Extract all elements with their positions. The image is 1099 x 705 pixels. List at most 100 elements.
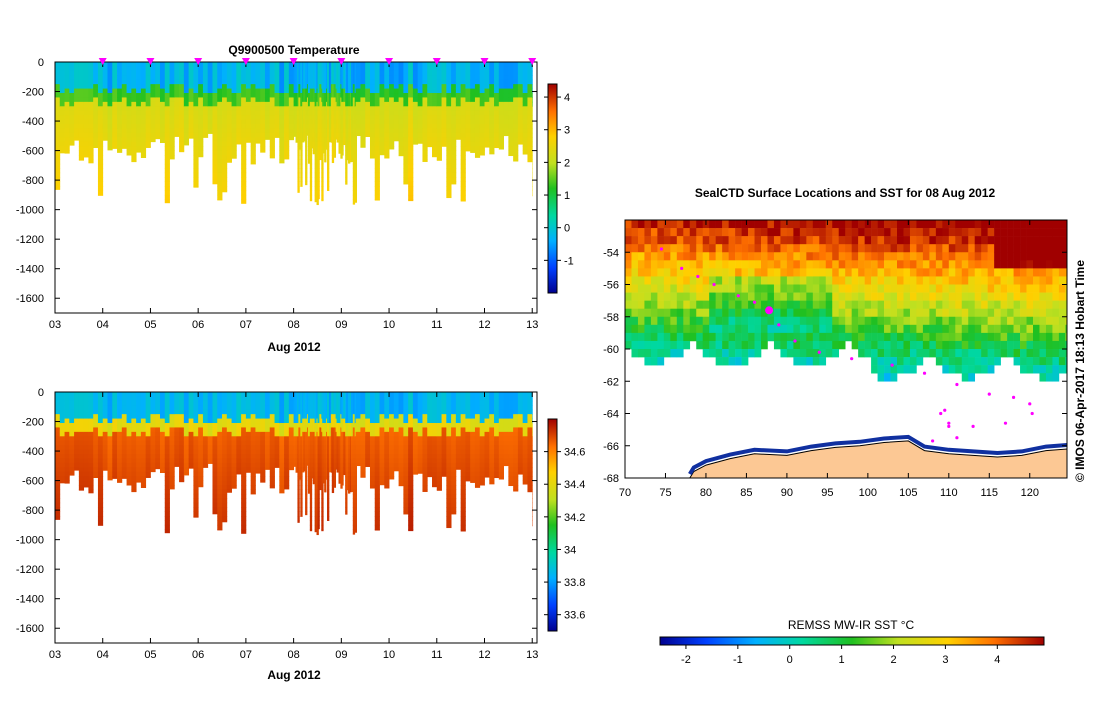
section-cell — [275, 441, 280, 446]
section-cell — [279, 62, 284, 67]
section-cell — [260, 71, 265, 76]
section-cell — [470, 62, 475, 67]
section-cell — [184, 445, 189, 450]
section-cell — [422, 128, 427, 133]
section-cell — [384, 128, 389, 133]
section-cell — [399, 137, 404, 142]
x-tick-label: 06 — [192, 319, 204, 331]
section-cell — [112, 427, 117, 432]
section-cell — [297, 164, 299, 169]
section-cell — [300, 177, 302, 182]
section-cell — [236, 414, 241, 419]
section-cell — [255, 405, 260, 410]
section-cell — [227, 155, 232, 160]
section-cell — [279, 423, 284, 428]
section-cell — [208, 414, 213, 419]
section-cell — [270, 458, 275, 463]
section-cell — [74, 467, 79, 470]
section-cell — [279, 133, 284, 138]
section-cell — [131, 102, 136, 107]
section-cell — [355, 476, 357, 481]
section-cell — [222, 463, 227, 468]
section-cell — [131, 93, 136, 98]
section-cell — [356, 120, 361, 125]
section-cell — [241, 164, 246, 169]
section-cell — [241, 516, 246, 521]
section-cell — [327, 512, 329, 517]
section-cell — [321, 199, 323, 201]
section-cell — [193, 151, 198, 156]
section-cell — [413, 93, 418, 98]
section-cell — [217, 476, 222, 481]
section-cell — [442, 133, 447, 138]
section-cell — [246, 441, 251, 446]
section-cell — [136, 142, 141, 147]
section-cell — [203, 396, 208, 401]
section-cell — [141, 124, 146, 129]
section-cell — [275, 89, 280, 94]
section-cell — [389, 111, 394, 116]
section-cell — [165, 164, 170, 169]
section-cell — [265, 71, 270, 76]
colorbar-gradient — [548, 84, 557, 293]
section-cell — [141, 89, 146, 94]
section-cell — [270, 476, 275, 481]
section-cell — [403, 133, 408, 138]
section-cell — [284, 445, 289, 450]
x-tick-label: 08 — [287, 319, 299, 331]
section-cell — [255, 142, 260, 144]
section-cell — [399, 66, 404, 71]
section-cell — [241, 106, 246, 111]
section-cell — [193, 186, 198, 188]
section-cell — [112, 93, 117, 98]
section-cell — [236, 401, 241, 406]
section-cell — [93, 410, 98, 415]
section-cell — [513, 102, 518, 107]
section-cell — [465, 151, 470, 152]
section-cell — [284, 396, 289, 401]
section-cell — [451, 62, 456, 67]
section-cell — [451, 142, 456, 147]
section-cell — [117, 137, 122, 142]
section-cell — [212, 401, 217, 406]
section-cell — [461, 151, 466, 156]
section-cell — [55, 427, 60, 432]
section-cell — [170, 436, 175, 441]
section-cell — [236, 427, 241, 432]
section-cell — [170, 450, 175, 455]
section-cell — [170, 396, 175, 401]
section-cell — [93, 454, 98, 459]
section-cell — [403, 124, 408, 129]
section-cell — [122, 93, 127, 98]
temperature-x-axis-label: Aug 2012 — [267, 340, 321, 354]
section-cell — [165, 392, 170, 397]
section-cell — [403, 84, 408, 89]
section-cell — [446, 124, 451, 129]
section-cell — [93, 476, 98, 478]
section-cell — [399, 120, 404, 125]
section-cell — [189, 405, 194, 410]
section-cell — [146, 89, 151, 94]
section-cell — [513, 133, 518, 138]
section-cell — [232, 75, 237, 80]
section-cell — [284, 115, 289, 120]
section-cell — [112, 467, 117, 472]
section-cell — [284, 463, 289, 468]
section-cell — [203, 427, 208, 432]
section-cell — [489, 142, 494, 147]
section-cell — [112, 445, 117, 450]
section-cell — [88, 84, 93, 89]
section-cell — [141, 441, 146, 446]
section-cell — [136, 115, 141, 120]
section-cell — [375, 66, 380, 71]
section-cell — [136, 89, 141, 94]
section-cell — [260, 142, 265, 147]
section-cell — [117, 476, 122, 481]
section-cell — [340, 155, 342, 159]
section-cell — [310, 155, 312, 160]
section-cell — [222, 516, 227, 521]
section-cell — [246, 463, 251, 468]
section-cell — [165, 102, 170, 107]
section-cell — [98, 472, 103, 477]
section-cell — [297, 186, 299, 191]
